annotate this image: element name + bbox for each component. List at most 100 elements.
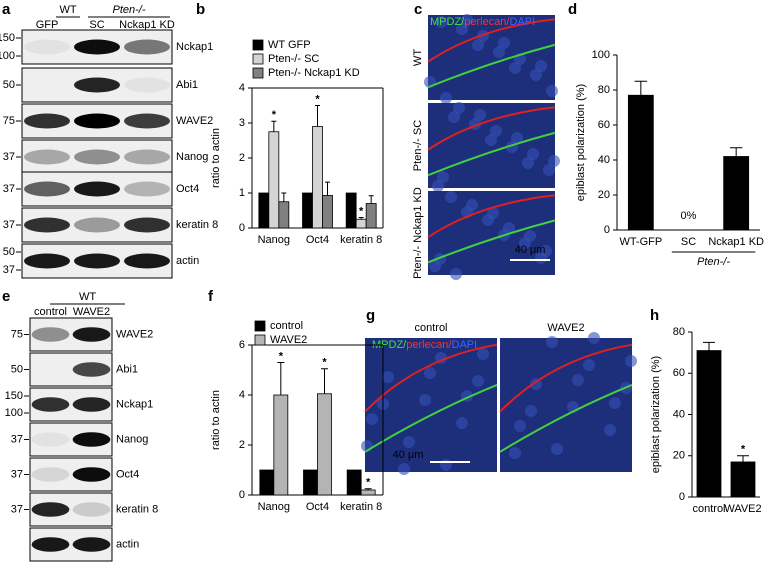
nucleus bbox=[456, 23, 468, 35]
bar bbox=[730, 461, 756, 498]
stain-name: DAPI bbox=[510, 16, 536, 28]
mw-marker: 75 bbox=[3, 115, 15, 127]
nucleus bbox=[419, 394, 431, 406]
x-tick-label: Nckap1 KD bbox=[708, 236, 764, 248]
blot-label: Oct4 bbox=[116, 468, 139, 480]
nucleus bbox=[543, 164, 555, 176]
bar bbox=[273, 394, 289, 496]
perlecan-stain bbox=[427, 194, 556, 239]
blot-band bbox=[24, 39, 70, 55]
mw-marker: 100 bbox=[0, 50, 15, 62]
error-bar bbox=[271, 120, 277, 132]
mw-marker: 37 bbox=[11, 433, 23, 445]
mw-marker: 37 bbox=[11, 503, 23, 515]
nucleus bbox=[527, 148, 539, 160]
x-tick-label: WAVE2 bbox=[724, 503, 761, 515]
blot-band bbox=[74, 181, 120, 197]
nucleus bbox=[445, 191, 457, 203]
nucleus bbox=[511, 132, 523, 144]
y-tick-label: 100 bbox=[592, 49, 610, 61]
nucleus bbox=[461, 14, 473, 26]
lane-label: control bbox=[34, 306, 67, 318]
bar bbox=[258, 192, 270, 229]
error-bar bbox=[364, 488, 372, 490]
lane-label: GFP bbox=[36, 19, 59, 31]
significance: * bbox=[359, 205, 364, 217]
legend-swatch bbox=[254, 320, 266, 332]
x-tick-label: Nanog bbox=[258, 501, 290, 513]
significance: * bbox=[315, 93, 320, 105]
nucleus bbox=[453, 102, 465, 114]
x-tick-label: keratin 8 bbox=[340, 501, 382, 513]
blot-band bbox=[24, 217, 70, 233]
nucleus bbox=[546, 85, 558, 97]
bar bbox=[303, 469, 318, 496]
x-tick-label: keratin 8 bbox=[340, 234, 382, 246]
y-axis-label: epiblast polarization (%) bbox=[575, 84, 587, 201]
error-bar bbox=[321, 368, 328, 394]
stain-name: MPDZ/ bbox=[430, 16, 465, 28]
mw-marker: 37 bbox=[3, 183, 15, 195]
nucleus bbox=[572, 374, 584, 386]
nucleus bbox=[609, 397, 621, 409]
x-tick-label: Oct4 bbox=[306, 501, 329, 513]
nucleus bbox=[548, 155, 560, 167]
y-tick-label: 20 bbox=[598, 189, 610, 201]
blot-band bbox=[24, 113, 70, 129]
mw-marker: 50 bbox=[3, 79, 15, 91]
mw-marker: 37 bbox=[3, 151, 15, 163]
error-bar bbox=[325, 181, 330, 196]
blot-band bbox=[24, 253, 70, 269]
x-tick-label: control bbox=[692, 503, 725, 515]
nucleus bbox=[524, 230, 536, 242]
bar bbox=[696, 350, 722, 498]
panel-letter: f bbox=[208, 288, 214, 305]
y-tick-label: 80 bbox=[673, 326, 685, 338]
nucleus bbox=[472, 375, 484, 387]
group-label: WT bbox=[59, 4, 76, 16]
lane-label: WAVE2 bbox=[73, 306, 110, 318]
perlecan-stain bbox=[427, 18, 556, 63]
error-bar bbox=[277, 362, 285, 395]
image-column-label: control bbox=[414, 322, 447, 334]
micrograph bbox=[428, 15, 555, 100]
nucleus bbox=[437, 171, 449, 183]
blot-band bbox=[72, 397, 111, 412]
nucleus bbox=[625, 355, 637, 367]
nucleus bbox=[456, 417, 468, 429]
perlecan-stain bbox=[499, 343, 633, 413]
y-tick-label: 0 bbox=[239, 222, 245, 234]
bar bbox=[268, 131, 280, 229]
blot-band bbox=[124, 253, 170, 269]
error-bar bbox=[368, 195, 374, 204]
y-tick-label: 60 bbox=[598, 119, 610, 131]
blot-label: WAVE2 bbox=[176, 115, 213, 127]
blot-band bbox=[31, 432, 70, 447]
stain-name: DAPI bbox=[452, 339, 478, 351]
y-tick-label: 40 bbox=[673, 408, 685, 420]
nucleus bbox=[551, 443, 563, 455]
blot-label: Nanog bbox=[116, 433, 148, 445]
blot-label: keratin 8 bbox=[116, 503, 158, 515]
nucleus bbox=[440, 92, 452, 104]
blot-band bbox=[124, 113, 170, 129]
y-tick-label: 6 bbox=[239, 339, 245, 351]
mw-marker: 75 bbox=[11, 328, 23, 340]
mw-marker: 150 bbox=[5, 390, 23, 402]
blot-band bbox=[74, 253, 120, 269]
blot-strip bbox=[21, 139, 173, 175]
y-tick-label: 2 bbox=[239, 152, 245, 164]
blot-band bbox=[24, 181, 70, 197]
perlecan-stain bbox=[364, 343, 498, 413]
bar bbox=[355, 218, 367, 229]
image-column-label: WAVE2 bbox=[547, 322, 584, 334]
blot-band bbox=[124, 149, 170, 165]
nucleus bbox=[493, 46, 505, 58]
blot-label: Nanog bbox=[176, 151, 208, 163]
bar bbox=[365, 203, 377, 229]
legend-swatch bbox=[254, 334, 266, 346]
legend-swatch bbox=[252, 53, 264, 65]
significance: * bbox=[322, 357, 327, 369]
blot-label: Abi1 bbox=[176, 79, 198, 91]
